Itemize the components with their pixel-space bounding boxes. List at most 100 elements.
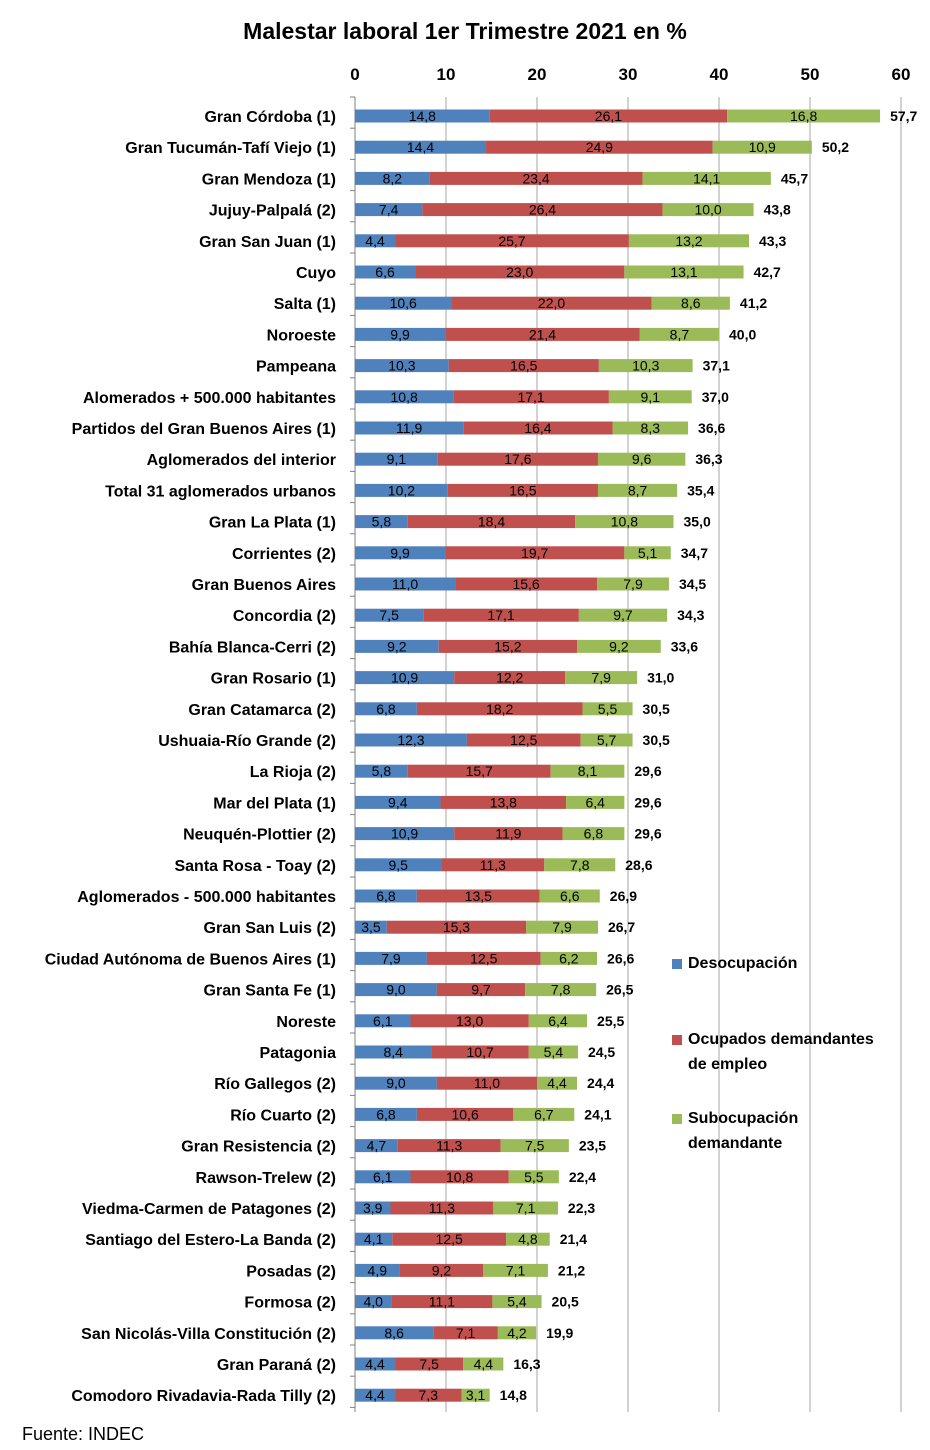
total-label: 22,4 (569, 1169, 596, 1185)
source-note: Fuente: INDEC (22, 1424, 145, 1444)
bar-segment-ocupados (395, 1388, 462, 1402)
total-label: 23,5 (579, 1138, 606, 1154)
category-label: Gran Rosario (1) (211, 671, 336, 688)
bar-segment-ocupados (399, 1263, 484, 1277)
data-label: 13,1 (670, 264, 697, 280)
bar-segment-subocupacion (493, 1201, 558, 1215)
category-label: Corrientes (2) (232, 546, 336, 563)
data-label: 9,5 (388, 857, 408, 873)
data-label: 7,5 (525, 1138, 545, 1154)
bar-segment-desocupacion (355, 1170, 411, 1184)
data-label: 6,8 (376, 701, 396, 717)
data-label: 9,4 (388, 794, 408, 810)
bar-segment-ocupados (431, 1045, 529, 1059)
bar-segment-desocupacion (355, 1076, 437, 1090)
data-label: 4,4 (474, 1356, 494, 1372)
bar-segment-ocupados (433, 1326, 498, 1340)
bar-segment-desocupacion (355, 1014, 411, 1028)
total-label: 24,4 (587, 1075, 614, 1091)
data-label: 5,8 (372, 763, 392, 779)
bar-segment-desocupacion (355, 951, 427, 965)
category-label: Gran Córdoba (1) (204, 109, 336, 126)
total-label: 35,4 (687, 482, 714, 498)
data-label: 6,6 (560, 888, 580, 904)
total-label: 29,6 (634, 826, 661, 842)
bar-segment-subocupacion (608, 390, 692, 404)
legend-swatch-desocupacion (672, 959, 682, 969)
bar-segment-ocupados (436, 983, 526, 997)
data-label: 4,2 (507, 1325, 527, 1341)
total-label: 57,7 (890, 108, 917, 124)
data-label: 10,9 (391, 670, 418, 686)
bar-segment-ocupados (454, 827, 563, 841)
data-label: 12,5 (470, 950, 497, 966)
data-label: 9,0 (386, 1075, 406, 1091)
bar-segment-ocupados (386, 920, 527, 934)
total-label: 34,7 (681, 545, 708, 561)
category-label: Rawson-Trelew (2) (196, 1170, 336, 1187)
total-label: 30,5 (643, 732, 670, 748)
bar-segment-subocupacion (461, 1388, 490, 1402)
bar-segment-ocupados (436, 1076, 537, 1090)
bar-segment-ocupados (391, 1295, 493, 1309)
bar-segment-ocupados (397, 1139, 501, 1153)
data-label: 4,4 (365, 1387, 385, 1403)
data-label: 10,7 (467, 1044, 494, 1060)
category-label: San Nicolás-Villa Constitución (2) (81, 1326, 336, 1343)
data-label: 10,0 (694, 202, 721, 218)
bar-segment-subocupacion (544, 858, 616, 872)
total-label: 36,3 (695, 451, 722, 467)
bar-segment-desocupacion (355, 858, 442, 872)
bar-segment-desocupacion (355, 702, 417, 716)
bar-segment-ocupados (422, 203, 663, 217)
data-label: 5,4 (544, 1044, 564, 1060)
total-label: 41,2 (740, 295, 767, 311)
data-label: 6,7 (534, 1106, 554, 1122)
total-label: 40,0 (729, 326, 756, 342)
x-tick-label: 60 (892, 65, 911, 84)
data-label: 6,1 (373, 1013, 393, 1029)
category-label: Río Cuarto (2) (230, 1107, 336, 1124)
data-label: 16,5 (509, 482, 536, 498)
data-label: 9,9 (390, 326, 410, 342)
data-label: 10,9 (391, 826, 418, 842)
bar-segment-desocupacion (355, 1357, 396, 1371)
data-label: 7,1 (516, 1200, 536, 1216)
bar-segment-desocupacion (355, 359, 449, 373)
data-label: 10,6 (451, 1106, 478, 1122)
data-label: 7,8 (570, 857, 590, 873)
total-label: 30,5 (643, 701, 670, 717)
data-label: 6,1 (373, 1169, 393, 1185)
category-label: Ciudad Autónoma de Buenos Aires (1) (45, 951, 336, 968)
data-label: 4,8 (518, 1231, 538, 1247)
data-label: 16,8 (790, 108, 817, 124)
bar-segment-desocupacion (355, 1326, 434, 1340)
bar-segment-desocupacion (355, 140, 487, 154)
legend-subocupacion: Subocupación demandante (672, 1106, 798, 1156)
bar-segment-subocupacion (483, 1263, 548, 1277)
x-tick-label: 10 (437, 65, 456, 84)
data-label: 11,1 (429, 1294, 455, 1310)
bar-segment-desocupacion (355, 265, 416, 279)
bar-segment-ocupados (445, 546, 625, 560)
data-label: 8,7 (628, 482, 648, 498)
bar-segment-subocupacion (463, 1357, 504, 1371)
data-label: 4,7 (367, 1138, 387, 1154)
category-label: Jujuy-Palpalá (2) (209, 203, 336, 220)
data-label: 10,3 (632, 358, 659, 374)
total-label: 26,7 (608, 919, 635, 935)
data-label: 10,9 (749, 139, 776, 155)
bar-segment-desocupacion (355, 1139, 398, 1153)
category-label: Salta (1) (274, 296, 336, 313)
total-label: 36,6 (698, 420, 725, 436)
data-label: 19,7 (521, 545, 548, 561)
bar-segment-subocupacion (500, 1139, 569, 1153)
chart-title: Malestar laboral 1er Trimestre 2021 en % (243, 18, 687, 44)
bar-segment-desocupacion (355, 546, 446, 560)
bar-segment-ocupados (445, 327, 640, 341)
data-label: 14,8 (409, 108, 436, 124)
legend-label-ocupados-line2: de empleo (688, 1056, 768, 1073)
data-label: 13,2 (675, 233, 702, 249)
category-label: Ushuaia-Río Grande (2) (158, 733, 336, 750)
